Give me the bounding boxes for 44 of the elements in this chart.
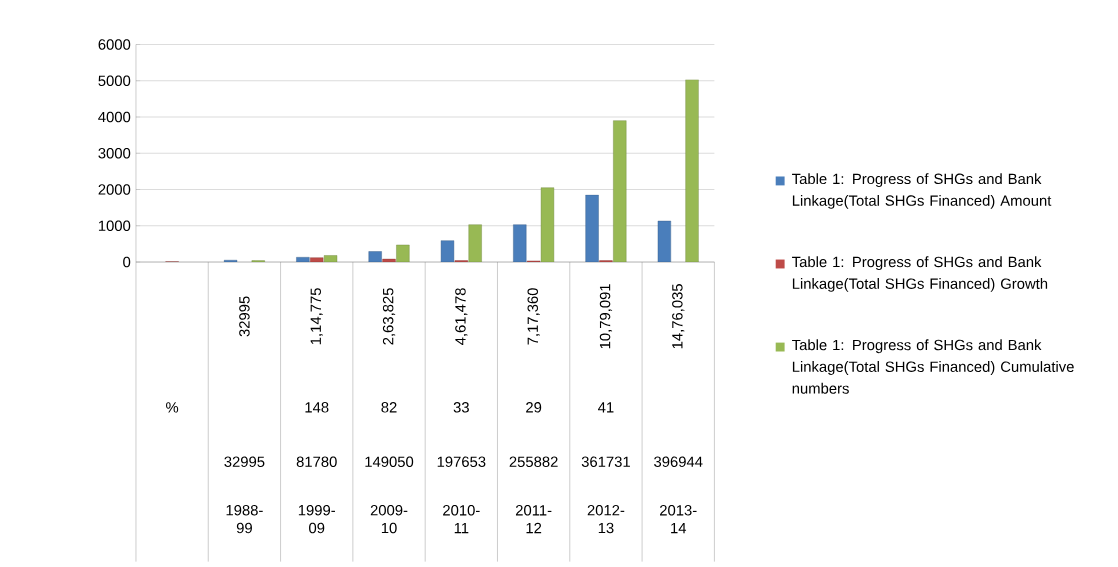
text: 41 xyxy=(598,402,614,413)
legend-label: Table 1: Progress of SHGs and Bank Linkage(Total SHGs Financed) Amount xyxy=(792,173,1052,210)
text: 2009-10 xyxy=(370,505,408,534)
text: 81780 xyxy=(296,456,337,468)
text: 10,79,091 xyxy=(599,284,613,349)
text: 2012-13 xyxy=(587,505,625,534)
text: 7,17,360 xyxy=(527,288,540,345)
bar xyxy=(382,259,396,263)
text: 33 xyxy=(453,402,469,413)
text: 4,61,478 xyxy=(455,288,468,346)
text: 1988-99 xyxy=(226,505,263,534)
bar xyxy=(585,194,599,263)
y-tick-label: 2000 xyxy=(98,184,131,195)
legend-label: Table 1: Progress of SHGs and Bank Linkage(Total SHGs Financed) Growth xyxy=(792,256,1048,293)
text: 2010-11 xyxy=(443,505,480,534)
bar xyxy=(613,120,627,263)
text: 1999-09 xyxy=(298,505,336,534)
text: 14,76,035 xyxy=(672,284,685,349)
text: 361731 xyxy=(581,456,630,468)
text: 148 xyxy=(305,402,329,413)
text: 396944 xyxy=(654,456,703,468)
text: 1,14,775 xyxy=(310,288,323,345)
legend-label: Table 1: Progress of SHGs and Bank Linkage(Total SHGs Financed) Cumulative numbers xyxy=(792,339,1074,394)
text: 32995 xyxy=(239,296,250,337)
y-tick-label: 4000 xyxy=(98,111,131,123)
text: 149050 xyxy=(365,456,414,468)
text: 82 xyxy=(381,402,397,413)
y-tick-label: 6000 xyxy=(98,39,131,50)
bar xyxy=(468,224,482,263)
bar xyxy=(685,79,699,263)
bar xyxy=(310,257,324,263)
text: 2,63,825 xyxy=(382,288,396,345)
text: 197653 xyxy=(437,456,486,468)
text: 2011-12 xyxy=(515,505,552,534)
bar xyxy=(513,224,527,263)
text: 32995 xyxy=(224,456,265,468)
text: 2013-14 xyxy=(660,505,697,534)
y-tick-label: 3000 xyxy=(98,148,131,159)
y-tick-label: 5000 xyxy=(98,75,131,87)
text: % xyxy=(166,402,179,413)
text: 29 xyxy=(526,402,542,413)
y-tick-label: 1000 xyxy=(98,220,131,232)
text: 255882 xyxy=(509,456,558,468)
y-tick-label: 0 xyxy=(123,256,131,268)
